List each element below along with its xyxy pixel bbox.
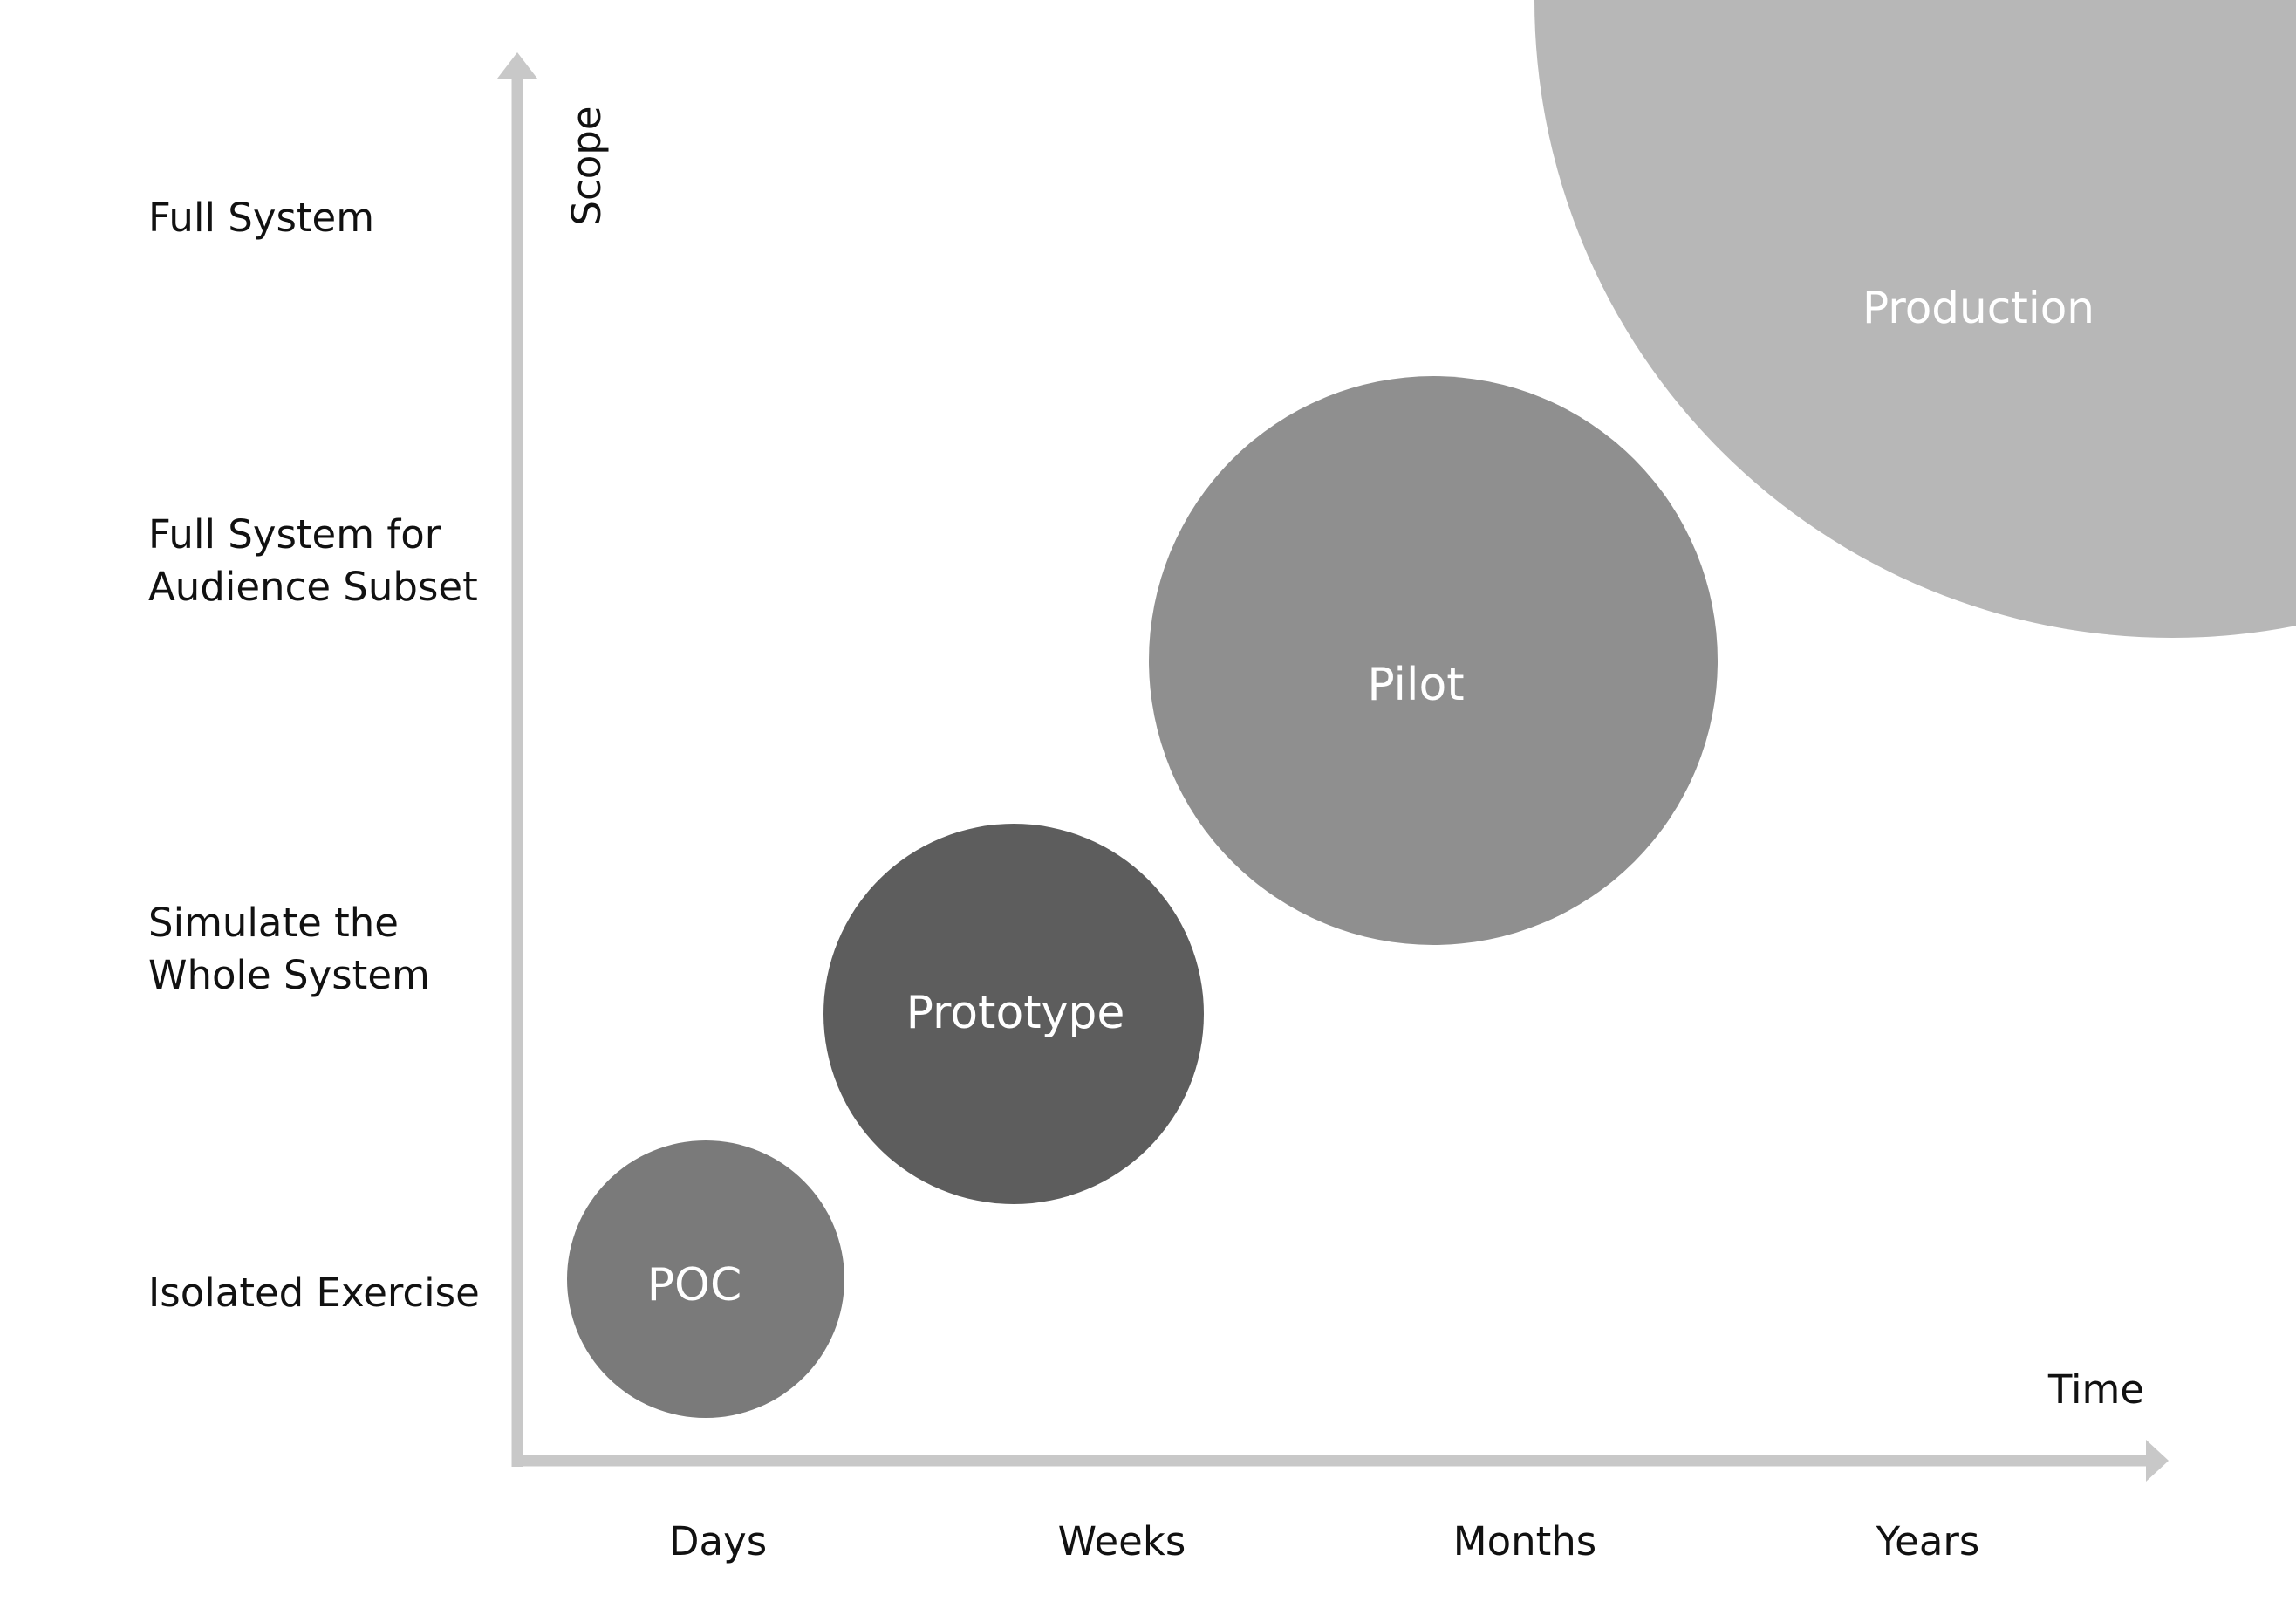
y-level-full-system: Full System [148, 195, 374, 241]
prototype-label: Prototype [906, 987, 1125, 1039]
x-level-weeks: Weeks [1058, 1518, 1186, 1564]
x-level-days: Days [669, 1518, 767, 1564]
x-axis-arrowhead [2146, 1440, 2169, 1482]
y-axis-arrowhead [497, 52, 537, 79]
pilot-label: Pilot [1367, 659, 1464, 711]
y-level-simulate: Simulate the Whole System [148, 900, 430, 998]
production-bubble [1534, 0, 2296, 638]
y-axis-title: Scope [564, 106, 610, 225]
y-level-full-system-subset: Full System for Audience Subset [148, 511, 478, 610]
x-axis-title: Time [2047, 1366, 2144, 1413]
poc-bubble [567, 1140, 844, 1418]
x-level-months: Months [1453, 1518, 1597, 1564]
prototype-bubble [823, 824, 1204, 1204]
production-label: Production [1862, 283, 2094, 333]
x-level-years: Years [1876, 1518, 1980, 1564]
pilot-bubble [1149, 376, 1718, 945]
y-level-isolated: Isolated Exercise [148, 1270, 480, 1316]
poc-label: POC [647, 1259, 742, 1311]
